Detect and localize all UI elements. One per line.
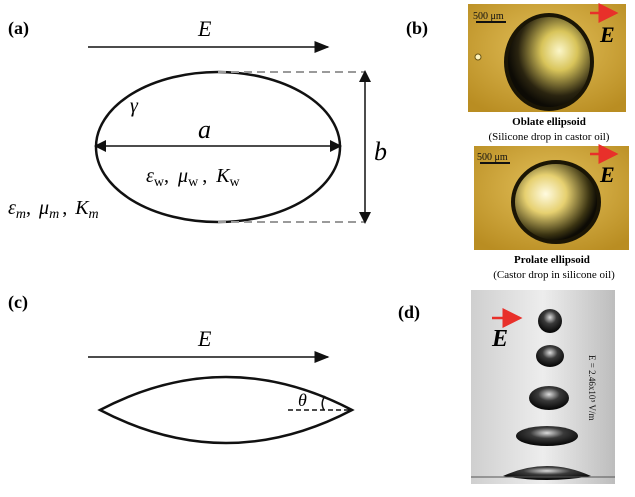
scale-label-2: 500 μm: [477, 152, 508, 163]
prolate-title: Prolate ellipsoid: [514, 254, 590, 266]
panel-b-label: (b): [406, 18, 428, 39]
panel-c-field-label: E: [197, 326, 212, 351]
drop-4: [516, 426, 578, 446]
drop-3: [529, 386, 569, 410]
gamma-label: γ: [130, 95, 139, 117]
panel-d-label: (d): [398, 302, 420, 323]
field-strength-text: E = 2.46x10⁵ V/m: [587, 355, 597, 421]
axis-b-label: b: [374, 137, 387, 166]
field-label-1: E: [599, 22, 615, 47]
outer-properties: εm, μm, Km: [8, 197, 99, 222]
theta-label: θ: [298, 390, 307, 410]
small-bubble: [474, 53, 482, 61]
panel-a-field-label: E: [197, 16, 212, 41]
drop-1: [538, 309, 562, 333]
field-label-3: E: [491, 326, 508, 352]
inner-properties: εw, μw, Kw: [146, 165, 241, 190]
contact-angle-arc: [321, 395, 326, 411]
prolate-drop: [511, 160, 601, 244]
oblate-caption: (Silicone drop in castor oil): [489, 131, 610, 143]
panel-c-label: (c): [8, 292, 28, 313]
oblate-drop: [504, 13, 594, 111]
drop-2: [536, 345, 564, 367]
photo-drop-sequence: E E = 2.46x10⁵ V/m: [471, 290, 615, 484]
field-label-2: E: [599, 162, 615, 187]
scale-label-1: 500 μm: [473, 11, 504, 22]
panel-a-label: (a): [8, 18, 29, 39]
photo-prolate: 500 μm E: [474, 144, 629, 250]
axis-a-label: a: [198, 115, 211, 144]
oblate-title: Oblate ellipsoid: [512, 116, 586, 128]
lens-shape: [97, 375, 355, 445]
prolate-caption: (Castor drop in silicone oil): [493, 269, 615, 281]
photo-oblate: 500 μm E: [468, 3, 626, 112]
